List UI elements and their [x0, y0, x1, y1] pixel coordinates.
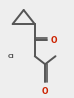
Text: O: O	[42, 87, 48, 96]
Text: Cl: Cl	[7, 54, 14, 59]
Text: O: O	[51, 36, 58, 45]
